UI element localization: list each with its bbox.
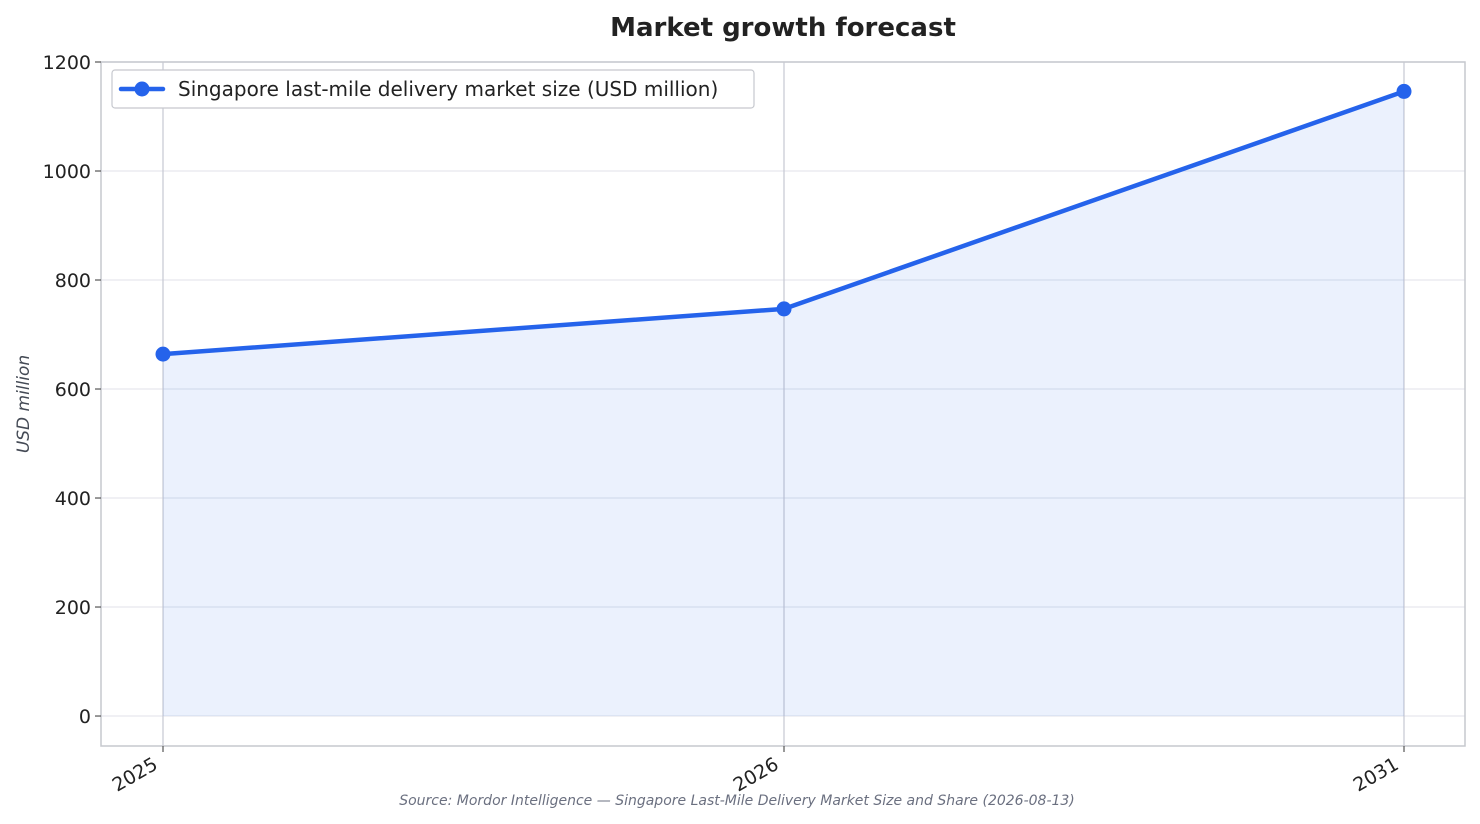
y-tick-label: 1200 xyxy=(43,52,91,74)
legend-marker-swatch xyxy=(134,81,150,97)
data-point-marker xyxy=(1396,83,1412,99)
y-tick-label: 600 xyxy=(55,379,91,401)
series-area-fill xyxy=(163,91,1404,717)
x-axis: 2025 2026 2031 xyxy=(109,746,1405,797)
plot-area xyxy=(100,61,1466,747)
y-tick-label: 0 xyxy=(79,706,91,728)
x-tick-label: 2031 xyxy=(1350,753,1403,796)
x-tick-label: 2025 xyxy=(109,753,162,796)
source-note: Source: Mordor Intelligence — Singapore … xyxy=(399,793,1075,809)
marker-layer xyxy=(155,83,1412,362)
y-tick-label: 200 xyxy=(55,597,91,619)
legend-label: Singapore last-mile delivery market size… xyxy=(178,77,718,101)
y-tick-label: 800 xyxy=(55,270,91,292)
plot-frame xyxy=(100,61,1466,747)
y-tick-label: 1000 xyxy=(43,161,91,183)
legend: Singapore last-mile delivery market size… xyxy=(111,69,755,109)
y-tick-label: 400 xyxy=(55,488,91,510)
chart-title: Market growth forecast xyxy=(610,13,956,43)
y-axis: 0 200 400 600 800 1000 1200 xyxy=(43,52,101,728)
legend-box xyxy=(111,69,755,109)
y-axis-label: USD million xyxy=(14,355,34,453)
data-point-marker xyxy=(155,346,171,362)
data-point-marker xyxy=(776,301,792,317)
x-tick-label: 2026 xyxy=(730,753,783,796)
fill-layer xyxy=(163,91,1404,717)
